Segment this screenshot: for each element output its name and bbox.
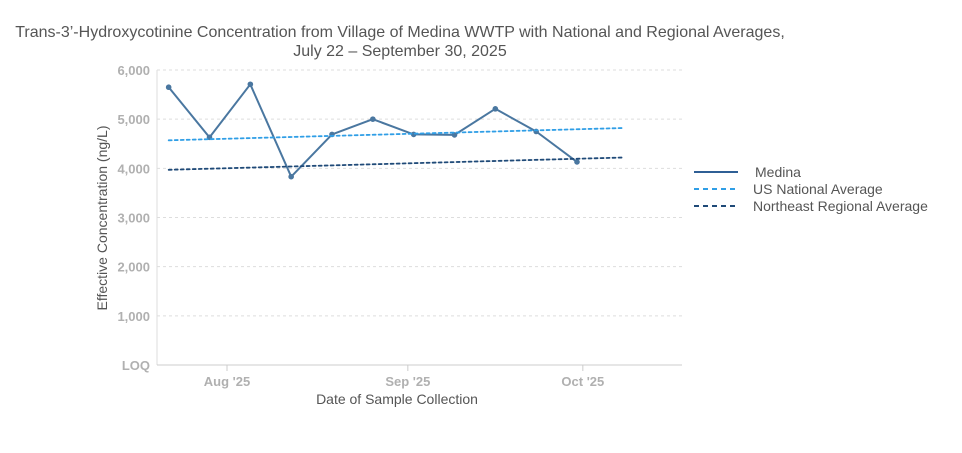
axes [156, 70, 682, 366]
data-point[interactable] [492, 106, 499, 112]
series-line-northeast-regional-average [167, 156, 625, 171]
legend-label: Northeast Regional Average [753, 198, 928, 214]
y-tick-label: 2,000 [117, 260, 150, 275]
data-point[interactable] [165, 84, 172, 91]
data-point[interactable] [370, 116, 376, 122]
data-point[interactable] [288, 173, 294, 180]
y-tick-labels: LOQ 1,000 2,000 3,000 4,000 5,000 6,000 [117, 63, 150, 373]
data-point[interactable] [247, 81, 254, 88]
y-tick-label: LOQ [122, 358, 150, 373]
y-tick-label: 6,000 [117, 63, 150, 78]
x-tick-label: Sep '25 [385, 374, 430, 389]
series-line-us-national-average [167, 127, 625, 142]
y-tick-label: 4,000 [117, 161, 150, 176]
series-line-medina [167, 83, 578, 178]
legend-label: US National Average [753, 181, 883, 197]
data-point[interactable] [574, 159, 580, 165]
series-layer [165, 81, 625, 180]
x-tick-label: Aug '25 [204, 374, 250, 389]
chart-title-line-2: July 22 – September 30, 2025 [293, 43, 507, 60]
gridlines [157, 69, 682, 317]
y-tick-label: 3,000 [117, 211, 150, 226]
y-axis-label: Effective Concentration (ng/L) [94, 126, 110, 311]
y-tick-label: 1,000 [117, 309, 150, 324]
y-tick-label: 5,000 [117, 112, 150, 127]
x-axis-label: Date of Sample Collection [316, 391, 478, 407]
legend-label: Medina [755, 164, 801, 180]
x-tick-label: Oct '25 [561, 374, 604, 389]
x-tick-labels: Aug '25 Sep '25 Oct '25 [204, 365, 604, 389]
chart-title-line-1: Trans-3’-Hydroxycotinine Concentration f… [15, 24, 785, 41]
